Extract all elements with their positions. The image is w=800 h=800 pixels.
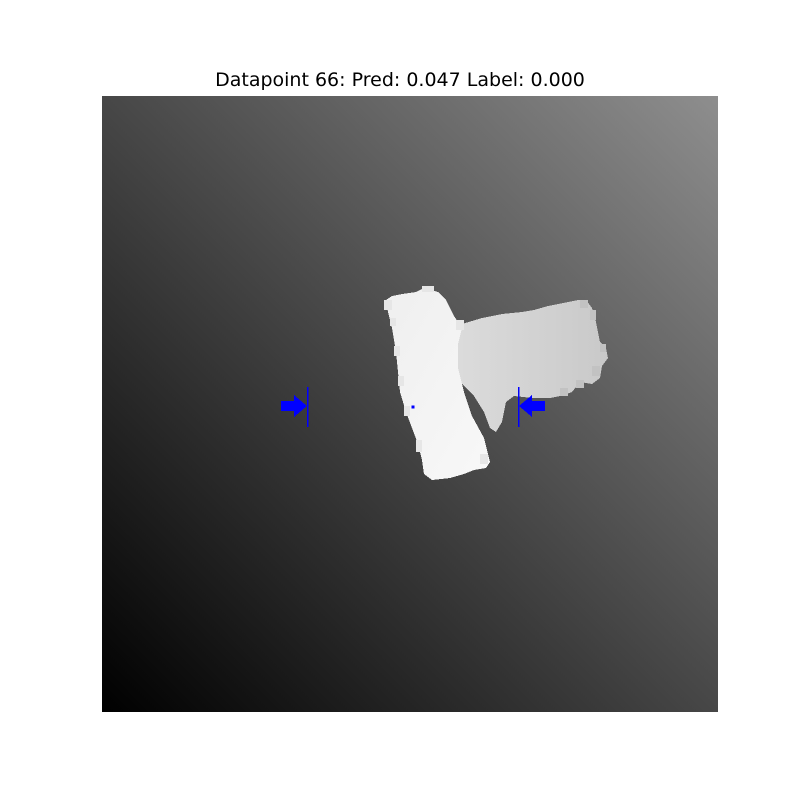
- pred-value: 0.047: [406, 69, 461, 91]
- grasp-center-dot: [411, 405, 415, 409]
- grasp-marker: [281, 387, 545, 427]
- object-main-lobe: [386, 288, 490, 480]
- left-jaw-line: [307, 387, 309, 427]
- label-label: Label:: [466, 69, 525, 91]
- label-value: 0.000: [530, 69, 585, 91]
- datapoint-number: 66: [314, 69, 340, 91]
- depth-image-panel: [102, 96, 718, 712]
- right-jaw-line: [518, 387, 520, 427]
- object-right-lobe-edge: [560, 300, 606, 396]
- left-grasp-arrow-icon: [281, 395, 307, 417]
- object-right-lobe: [452, 300, 608, 432]
- right-grasp-arrow-icon: [519, 395, 545, 417]
- figure-title: Datapoint 66: Pred: 0.047 Label: 0.000: [215, 69, 585, 91]
- depth-image: [102, 96, 718, 712]
- title-prefix: Datapoint: [215, 69, 309, 91]
- pred-label: Pred:: [351, 69, 401, 91]
- object-main-lobe-edge: [384, 286, 488, 464]
